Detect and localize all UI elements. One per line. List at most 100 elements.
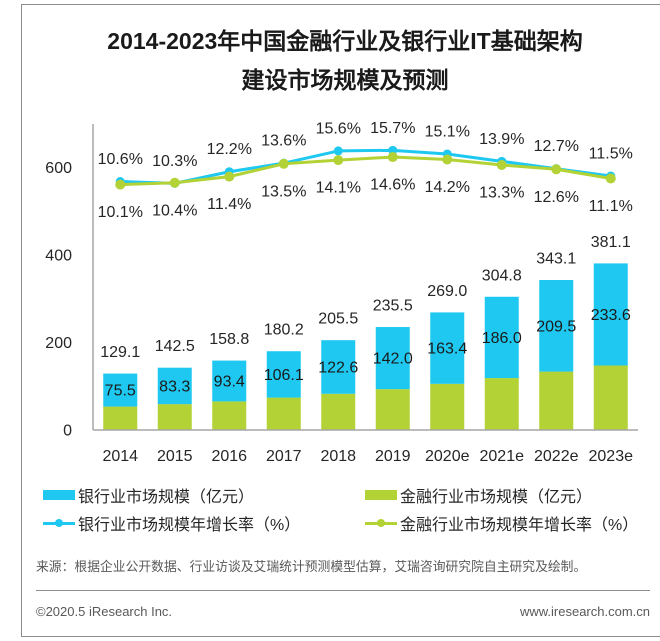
data-label-finance-total: 180.2	[264, 322, 304, 339]
bar-segment-finance-2015	[157, 404, 192, 430]
data-label-finance-total: 129.1	[100, 344, 140, 361]
data-label-bank-growth: 12.7%	[534, 138, 579, 155]
data-label-finance-growth: 13.3%	[479, 185, 524, 202]
x-tick-label: 2019	[375, 448, 411, 465]
bar-segment-finance-2023e	[593, 365, 628, 430]
line-point-finance-growth	[278, 158, 289, 169]
x-tick-label: 2023e	[589, 448, 634, 465]
bar-segment-bank-2015	[157, 367, 192, 405]
data-label-bank-size: 93.4	[214, 373, 245, 390]
data-label-bank-size: 83.3	[159, 378, 190, 395]
data-label-finance-growth: 10.1%	[98, 204, 143, 221]
data-label-bank-size: 142.0	[373, 351, 413, 368]
data-label-bank-growth: 15.1%	[425, 123, 470, 140]
data-label-finance-growth: 11.4%	[207, 196, 251, 213]
y-tick-label: 600	[45, 160, 72, 177]
bar-segment-finance-2014	[103, 406, 138, 430]
data-label-bank-size: 186.0	[482, 330, 522, 347]
legend-item-bank-growth: 银行业市场规模年增长率（%）	[43, 513, 300, 534]
data-label-finance-total: 381.1	[591, 234, 631, 251]
chart-title-line2: 建设市场规模及预测	[241, 67, 449, 93]
data-label-bank-size: 209.5	[536, 318, 576, 335]
footer-divider	[36, 590, 650, 591]
legend-swatch-finance-line	[365, 518, 397, 528]
x-tick-label: 2020e	[425, 448, 470, 465]
x-tick-label: 2022e	[534, 448, 579, 465]
data-label-bank-growth: 13.9%	[479, 131, 524, 148]
data-label-bank-size: 106.1	[264, 367, 304, 384]
copyright-text: ©2020.5 iResearch Inc.	[36, 604, 173, 619]
bar-segment-finance-2021e	[484, 378, 519, 430]
x-tick-label: 2016	[211, 448, 247, 465]
legend-item-finance-size: 金融行业市场规模（亿元）	[365, 485, 593, 506]
data-label-finance-total: 269.0	[427, 283, 467, 300]
data-label-bank-growth: 11.5%	[589, 146, 633, 163]
bar-segment-finance-2017	[266, 397, 301, 430]
data-label-finance-growth: 14.6%	[370, 177, 415, 194]
data-label-bank-growth: 10.6%	[98, 151, 143, 168]
data-label-finance-growth: 14.1%	[316, 180, 361, 197]
data-label-bank-size: 233.6	[591, 307, 631, 324]
x-tick-label: 2014	[102, 448, 138, 465]
data-label-bank-growth: 13.6%	[261, 133, 306, 150]
bar-segment-bank-2014	[103, 373, 138, 407]
bar-segment-bank-2016	[212, 360, 247, 402]
bar-segment-bank-2019	[375, 327, 410, 390]
line-bank-growth	[120, 148, 611, 185]
bar-segment-bank-2020e	[430, 312, 465, 384]
data-label-finance-total: 205.5	[318, 311, 358, 328]
data-label-bank-growth: 15.6%	[316, 120, 361, 137]
line-point-finance-growth	[333, 155, 344, 166]
data-label-finance-total: 235.5	[373, 298, 413, 315]
data-label-finance-total: 343.1	[536, 251, 576, 268]
legend-swatch-bank-line	[43, 518, 75, 528]
x-tick-label: 2021e	[480, 448, 525, 465]
legend-label-finance-growth: 金融行业市场规模年增长率（%）	[400, 517, 639, 534]
data-label-bank-growth: 12.2%	[207, 141, 252, 158]
data-label-finance-growth: 12.6%	[534, 189, 579, 206]
line-point-bank-growth	[333, 146, 343, 156]
line-point-finance-growth	[387, 152, 398, 163]
y-tick-label: 200	[45, 335, 72, 352]
data-label-finance-total: 304.8	[482, 267, 522, 284]
x-tick-label: 2018	[320, 448, 356, 465]
legend-swatch-bank-bar	[43, 490, 75, 500]
legend-label-finance-size: 金融行业市场规模（亿元）	[400, 489, 593, 506]
data-label-finance-total: 158.8	[209, 331, 249, 348]
legend-item-bank-size: 银行业市场规模（亿元）	[43, 485, 255, 506]
data-label-bank-size: 163.4	[427, 341, 467, 358]
line-point-finance-growth	[169, 177, 180, 188]
y-tick-label: 400	[45, 248, 72, 265]
line-point-finance-growth	[551, 164, 562, 175]
data-label-finance-growth: 11.1%	[589, 198, 633, 215]
line-point-finance-growth	[224, 171, 235, 182]
line-point-finance-growth	[115, 179, 126, 190]
data-label-finance-growth: 13.5%	[261, 183, 306, 200]
chart-frame	[21, 4, 660, 637]
data-label-bank-growth: 10.3%	[152, 153, 197, 170]
bar-segment-finance-2016	[212, 401, 247, 430]
x-tick-label: 2015	[157, 448, 193, 465]
website-link[interactable]: www.iresearch.com.cn	[519, 604, 650, 619]
bar-segment-bank-2017	[266, 351, 301, 398]
data-label-bank-size: 75.5	[105, 383, 136, 400]
data-label-finance-total: 142.5	[155, 338, 195, 355]
bar-segment-bank-2021e	[484, 296, 519, 379]
bar-segment-finance-2019	[375, 389, 410, 430]
bar-segment-bank-2018	[321, 340, 356, 394]
y-tick-label: 0	[63, 423, 72, 440]
line-point-finance-growth	[442, 154, 453, 165]
data-label-finance-growth: 14.2%	[425, 179, 470, 196]
bar-segment-finance-2022e	[539, 371, 574, 430]
line-point-finance-growth	[496, 160, 507, 171]
line-finance-growth	[120, 155, 611, 187]
line-point-finance-growth	[605, 173, 616, 184]
legend-label-bank-size: 银行业市场规模（亿元）	[78, 489, 255, 506]
chart-title-line1: 2014-2023年中国金融行业及银行业IT基础架构	[107, 28, 583, 54]
bar-segment-finance-2018	[321, 393, 356, 430]
data-label-finance-growth: 10.4%	[152, 202, 197, 219]
legend-item-finance-growth: 金融行业市场规模年增长率（%）	[365, 513, 639, 534]
bar-segment-bank-2022e	[539, 280, 574, 372]
data-label-bank-size: 122.6	[318, 359, 358, 376]
